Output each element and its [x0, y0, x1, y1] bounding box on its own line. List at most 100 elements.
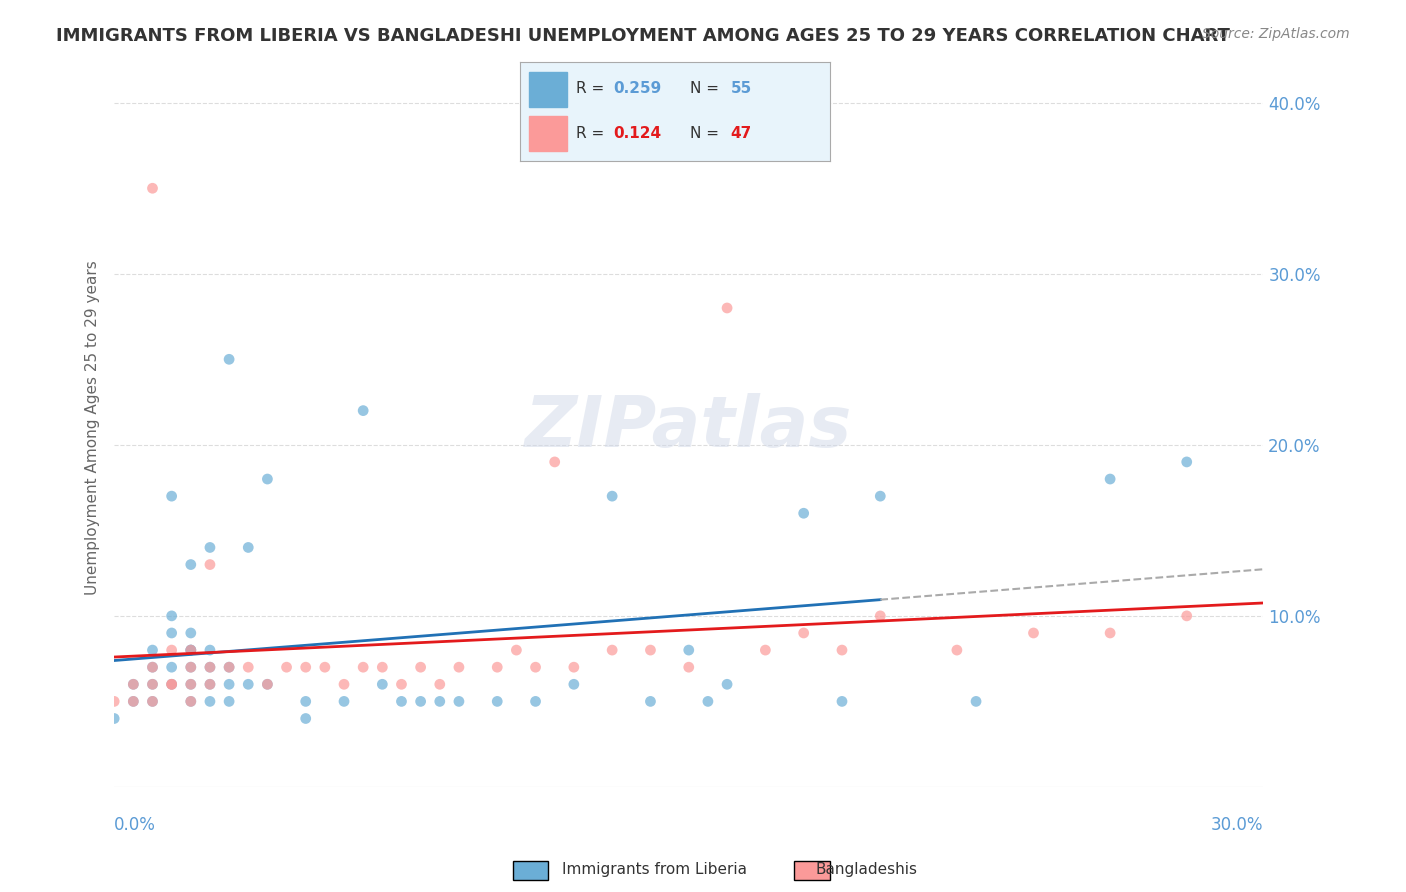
Point	[793, 506, 815, 520]
Point	[180, 660, 202, 674]
Point	[238, 677, 260, 691]
Point	[198, 558, 221, 572]
Point	[238, 541, 260, 555]
Point	[218, 677, 240, 691]
Text: 0.0%: 0.0%	[114, 815, 156, 834]
Point	[160, 677, 183, 691]
Point	[294, 694, 316, 708]
Text: R =: R =	[576, 126, 609, 141]
Point	[160, 660, 183, 674]
Point	[640, 694, 662, 708]
Point	[198, 643, 221, 657]
Point	[391, 677, 413, 691]
Point	[180, 643, 202, 657]
Point	[333, 677, 356, 691]
Text: 0.124: 0.124	[613, 126, 661, 141]
Point	[180, 643, 202, 657]
Point	[180, 660, 202, 674]
Point	[793, 626, 815, 640]
Point	[180, 694, 202, 708]
Point	[754, 643, 776, 657]
Point	[946, 643, 969, 657]
Point	[180, 626, 202, 640]
Point	[716, 301, 738, 315]
Point	[122, 694, 145, 708]
Point	[409, 694, 432, 708]
Point	[524, 694, 547, 708]
Point	[160, 677, 183, 691]
Point	[218, 660, 240, 674]
Point	[447, 694, 470, 708]
Point	[218, 352, 240, 367]
Point	[486, 694, 509, 708]
Point	[562, 677, 585, 691]
Point	[352, 403, 374, 417]
Point	[640, 643, 662, 657]
Point	[447, 660, 470, 674]
Point	[1175, 608, 1198, 623]
Text: IMMIGRANTS FROM LIBERIA VS BANGLADESHI UNEMPLOYMENT AMONG AGES 25 TO 29 YEARS CO: IMMIGRANTS FROM LIBERIA VS BANGLADESHI U…	[56, 27, 1230, 45]
Point	[122, 694, 145, 708]
Text: 30.0%: 30.0%	[1211, 815, 1264, 834]
Point	[122, 677, 145, 691]
Point	[160, 677, 183, 691]
Point	[103, 712, 125, 726]
Text: 47: 47	[731, 126, 752, 141]
Point	[160, 643, 183, 657]
Point	[198, 694, 221, 708]
Point	[314, 660, 336, 674]
Point	[141, 677, 163, 691]
Point	[391, 694, 413, 708]
Point	[678, 660, 700, 674]
Point	[198, 541, 221, 555]
Point	[141, 660, 163, 674]
Point	[869, 608, 891, 623]
Point	[505, 643, 527, 657]
Point	[294, 660, 316, 674]
Point	[198, 677, 221, 691]
Point	[333, 694, 356, 708]
Point	[276, 660, 298, 674]
Point	[600, 489, 623, 503]
Point	[965, 694, 987, 708]
Point	[141, 660, 163, 674]
Point	[256, 677, 278, 691]
Point	[831, 694, 853, 708]
Text: N =: N =	[690, 126, 724, 141]
Point	[141, 694, 163, 708]
Point	[486, 660, 509, 674]
Point	[160, 489, 183, 503]
Point	[180, 677, 202, 691]
Y-axis label: Unemployment Among Ages 25 to 29 years: Unemployment Among Ages 25 to 29 years	[86, 260, 100, 595]
Text: R =: R =	[576, 81, 609, 96]
Point	[294, 712, 316, 726]
Text: Source: ZipAtlas.com: Source: ZipAtlas.com	[1202, 27, 1350, 41]
Point	[371, 660, 394, 674]
Point	[544, 455, 567, 469]
Bar	[530, 116, 567, 151]
Bar	[530, 72, 567, 106]
Point	[160, 626, 183, 640]
Point	[1099, 472, 1122, 486]
Point	[409, 660, 432, 674]
Point	[524, 660, 547, 674]
Point	[141, 643, 163, 657]
Text: Bangladeshis: Bangladeshis	[815, 863, 918, 877]
Point	[122, 677, 145, 691]
Point	[371, 677, 394, 691]
Point	[696, 694, 718, 708]
Point	[198, 660, 221, 674]
Point	[180, 558, 202, 572]
Point	[218, 694, 240, 708]
Point	[180, 694, 202, 708]
Point	[716, 677, 738, 691]
Point	[238, 660, 260, 674]
Point	[180, 677, 202, 691]
Text: N =: N =	[690, 81, 724, 96]
Point	[869, 489, 891, 503]
Point	[198, 660, 221, 674]
Point	[141, 694, 163, 708]
Point	[198, 677, 221, 691]
Point	[256, 677, 278, 691]
Point	[103, 694, 125, 708]
